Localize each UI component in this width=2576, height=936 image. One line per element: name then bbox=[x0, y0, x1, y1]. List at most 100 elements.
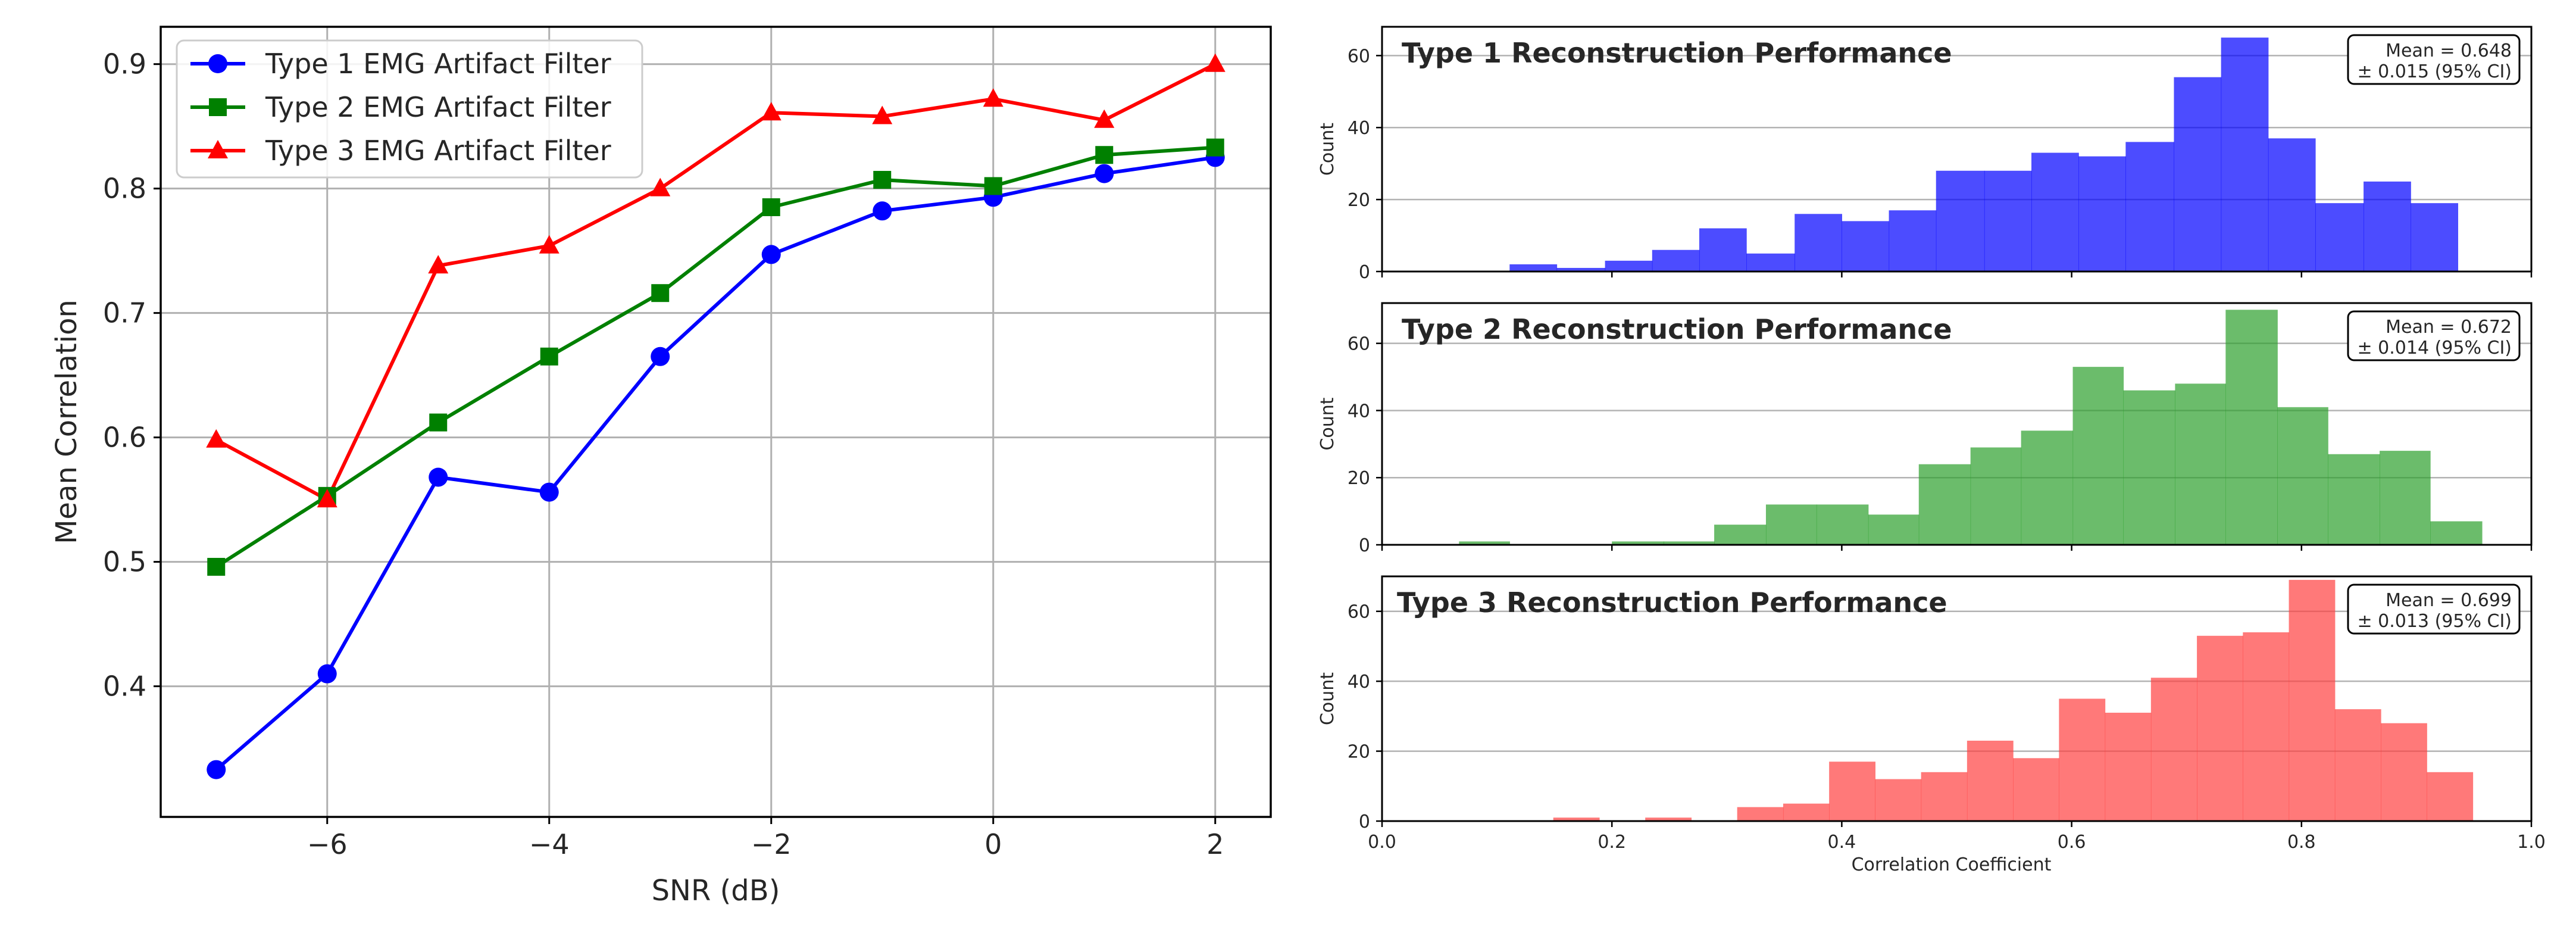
data-point-type2 bbox=[873, 171, 892, 189]
data-point-type3 bbox=[206, 429, 227, 448]
data-point-type3 bbox=[317, 489, 337, 508]
y-tick-label: 0 bbox=[1359, 262, 1370, 283]
data-point-type2 bbox=[540, 347, 558, 366]
x-tick-label: 0.0 bbox=[1368, 832, 1396, 853]
y-tick-label: 20 bbox=[1348, 742, 1370, 763]
data-point-type2 bbox=[984, 177, 1002, 195]
y-tick-label: 40 bbox=[1348, 672, 1370, 692]
y-tick-label: 0 bbox=[1359, 535, 1370, 556]
data-point-type1 bbox=[761, 245, 781, 264]
stats-box bbox=[2347, 584, 2521, 635]
legend-box bbox=[176, 39, 643, 179]
histogram-bar bbox=[2150, 678, 2197, 821]
histogram-type2-panel: 0 20 40 60 Type 2 Reconstruction Performance… bbox=[1317, 302, 2533, 556]
histogram-bar bbox=[1970, 447, 2022, 545]
y-tick-label: 0.8 bbox=[103, 173, 146, 205]
data-point-type3 bbox=[650, 177, 671, 196]
histogram-bar bbox=[1918, 464, 1971, 545]
legend-label-type3: Type 3 EMG Artifact Filter bbox=[265, 135, 611, 167]
data-point-type2 bbox=[429, 413, 448, 432]
data-point-type3 bbox=[983, 88, 1003, 107]
histogram-bar bbox=[1737, 807, 1784, 821]
data-point-type1 bbox=[207, 760, 226, 779]
y-tick-label: 0.6 bbox=[103, 422, 146, 454]
y-tick-label: 60 bbox=[1348, 46, 1370, 67]
histogram-bar bbox=[1509, 264, 1558, 272]
y-tick-label: 0.5 bbox=[103, 546, 146, 578]
histogram-bar bbox=[2328, 454, 2380, 545]
histogram-bar bbox=[2013, 758, 2059, 821]
data-point-type1 bbox=[429, 467, 448, 487]
histogram-bar bbox=[2243, 632, 2290, 821]
histogram-bar bbox=[1816, 504, 1869, 545]
histogram-bar bbox=[2380, 451, 2431, 545]
legend-label-type1: Type 1 EMG Artifact Filter bbox=[265, 48, 611, 80]
x-tick-label: 0.4 bbox=[1828, 832, 1856, 853]
histogram-bar bbox=[1699, 228, 1747, 272]
line-chart-panel: −6 −4 −2 0 2 0.4 0.5 0.6 0.7 0.8 0.9 SNR (dB) Mean C… bbox=[50, 26, 1272, 907]
histogram-bar bbox=[1605, 260, 1653, 272]
histogram-type1-panel: 0 20 40 60 Type 1 Reconstruction Performance… bbox=[1317, 26, 2533, 283]
histogram-bar bbox=[2364, 181, 2411, 272]
data-point-type3 bbox=[428, 255, 449, 274]
histogram-bar bbox=[1612, 541, 1664, 545]
histogram-bar bbox=[2411, 203, 2459, 272]
histogram-bar bbox=[2175, 383, 2226, 545]
histogram-bar bbox=[2072, 367, 2124, 545]
histogram-bar bbox=[2125, 142, 2175, 272]
data-point-type3 bbox=[1205, 53, 1226, 72]
y-axis-label: Count bbox=[1317, 397, 1338, 450]
x-tick-label: 1.0 bbox=[2517, 832, 2546, 853]
series-line-type3 bbox=[215, 63, 1217, 502]
data-point-type2 bbox=[762, 198, 780, 217]
x-axis-label: Correlation Coefficient bbox=[1852, 854, 2052, 875]
y-tick-label: 0 bbox=[1359, 812, 1370, 832]
x-tick-label: 0 bbox=[984, 828, 1002, 860]
y-tick-label: 20 bbox=[1348, 468, 1370, 489]
x-tick-label: −4 bbox=[529, 828, 570, 860]
data-point-type1 bbox=[539, 482, 559, 502]
histogram-bar bbox=[2430, 521, 2483, 545]
data-point-type2 bbox=[207, 557, 226, 576]
y-tick-label: 40 bbox=[1348, 401, 1370, 422]
plot-frame bbox=[1381, 302, 2533, 546]
histogram-bar bbox=[1783, 803, 1830, 821]
stats-box bbox=[2347, 310, 2521, 361]
data-point-type1 bbox=[651, 347, 670, 366]
y-tick-label: 0.7 bbox=[103, 297, 146, 329]
histogram-bar bbox=[2059, 698, 2106, 821]
plot-frame bbox=[1381, 575, 2533, 822]
legend: Type 1 EMG Artifact Filter Type 2 EMG Art… bbox=[176, 39, 643, 179]
data-point-type2 bbox=[1095, 146, 1114, 164]
data-point-type2 bbox=[1206, 138, 1224, 157]
x-tick-label: 0.2 bbox=[1598, 832, 1626, 853]
histogram-bar bbox=[2021, 430, 2074, 545]
histogram-bar bbox=[2078, 156, 2126, 272]
histogram-bar bbox=[1553, 818, 1600, 821]
data-point-type3 bbox=[761, 102, 781, 121]
histogram-bar bbox=[1714, 525, 1767, 545]
confidence-interval: ± 0.015 (95% CI) bbox=[2357, 61, 2512, 82]
y-tick-label: 60 bbox=[1348, 334, 1370, 355]
data-point-type2 bbox=[651, 284, 670, 302]
legend-marker-type3 bbox=[208, 140, 228, 158]
data-point-type3 bbox=[539, 235, 559, 254]
series-line-type1 bbox=[215, 155, 1216, 771]
y-tick-label: 20 bbox=[1348, 190, 1370, 211]
data-point-type1 bbox=[1095, 164, 1114, 183]
x-tick-label: 2 bbox=[1206, 828, 1224, 860]
histogram-type3-panel: 0 20 40 60 Type 3 Reconstruction Performance… bbox=[1317, 575, 2546, 875]
stats-box bbox=[2347, 34, 2521, 85]
confidence-interval: ± 0.014 (95% CI) bbox=[2357, 338, 2512, 358]
histogram-bar bbox=[2225, 310, 2278, 545]
histogram-bar bbox=[1875, 779, 1922, 821]
data-point-type1 bbox=[873, 201, 892, 221]
x-axis-label: SNR (dB) bbox=[652, 874, 780, 907]
histogram-bar bbox=[1967, 740, 2014, 821]
histogram-bar bbox=[2123, 390, 2175, 545]
histogram-bar bbox=[2289, 579, 2336, 821]
histogram-bar bbox=[1765, 504, 1817, 545]
histogram-bar bbox=[2381, 723, 2427, 821]
histogram-bar bbox=[1842, 221, 1890, 272]
